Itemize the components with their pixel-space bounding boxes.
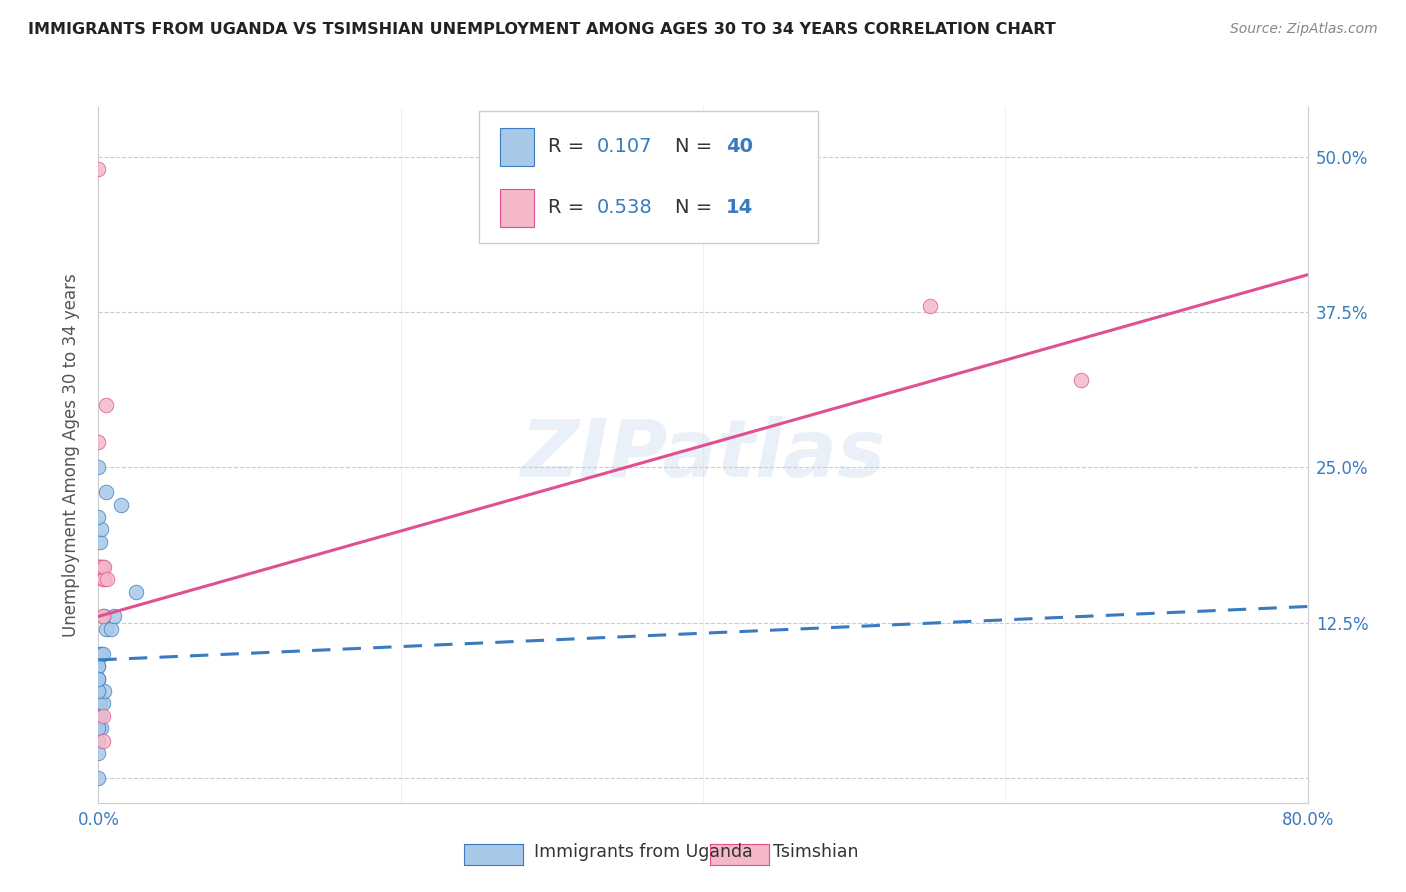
Point — [89, 534, 111, 549]
Point — [93, 609, 115, 624]
Point — [103, 609, 125, 624]
Point — [89, 559, 111, 574]
FancyBboxPatch shape — [479, 111, 818, 243]
Point — [93, 572, 115, 586]
Point — [87, 559, 110, 574]
Text: 0.107: 0.107 — [596, 137, 652, 156]
Point — [87, 510, 110, 524]
Y-axis label: Unemployment Among Ages 30 to 34 years: Unemployment Among Ages 30 to 34 years — [62, 273, 80, 637]
Point — [91, 609, 114, 624]
Point — [87, 460, 110, 475]
Point — [93, 559, 115, 574]
Point — [96, 572, 118, 586]
Point — [1070, 373, 1092, 387]
Point — [87, 697, 110, 711]
Text: 40: 40 — [725, 137, 754, 156]
Text: 0.538: 0.538 — [596, 198, 652, 218]
Point — [87, 708, 110, 723]
Point — [125, 584, 148, 599]
Point — [87, 659, 110, 673]
Point — [91, 708, 114, 723]
Point — [91, 572, 114, 586]
Point — [918, 299, 941, 313]
Point — [87, 721, 110, 735]
Text: N =: N = — [675, 137, 718, 156]
Point — [87, 708, 110, 723]
Point — [89, 559, 111, 574]
Point — [87, 721, 110, 735]
Point — [91, 559, 114, 574]
Point — [93, 684, 115, 698]
Point — [87, 771, 110, 785]
Point — [89, 697, 111, 711]
Point — [87, 659, 110, 673]
Point — [87, 162, 110, 177]
Point — [87, 708, 110, 723]
Point — [90, 559, 112, 574]
Text: N =: N = — [675, 198, 718, 218]
Point — [87, 672, 110, 686]
Point — [87, 684, 110, 698]
Point — [87, 746, 110, 760]
Point — [87, 435, 110, 450]
Point — [94, 398, 117, 412]
FancyBboxPatch shape — [501, 189, 534, 227]
Point — [90, 523, 112, 537]
Point — [110, 498, 132, 512]
Point — [87, 559, 110, 574]
Text: Immigrants from Uganda: Immigrants from Uganda — [534, 843, 754, 861]
Text: Tsimshian: Tsimshian — [773, 843, 859, 861]
Point — [87, 672, 110, 686]
Point — [94, 622, 117, 636]
Point — [89, 647, 111, 661]
Point — [87, 733, 110, 747]
Point — [87, 684, 110, 698]
Point — [87, 672, 110, 686]
FancyBboxPatch shape — [501, 128, 534, 166]
Point — [94, 485, 117, 500]
Point — [91, 647, 114, 661]
Text: R =: R = — [548, 137, 591, 156]
Text: ZIPatlas: ZIPatlas — [520, 416, 886, 494]
Point — [91, 697, 114, 711]
Point — [89, 708, 111, 723]
Text: R =: R = — [548, 198, 591, 218]
Text: 14: 14 — [725, 198, 754, 218]
Text: Source: ZipAtlas.com: Source: ZipAtlas.com — [1230, 22, 1378, 37]
Point — [90, 647, 112, 661]
Point — [90, 721, 112, 735]
Point — [91, 733, 114, 747]
Point — [100, 622, 122, 636]
Point — [87, 697, 110, 711]
Text: IMMIGRANTS FROM UGANDA VS TSIMSHIAN UNEMPLOYMENT AMONG AGES 30 TO 34 YEARS CORRE: IMMIGRANTS FROM UGANDA VS TSIMSHIAN UNEM… — [28, 22, 1056, 37]
